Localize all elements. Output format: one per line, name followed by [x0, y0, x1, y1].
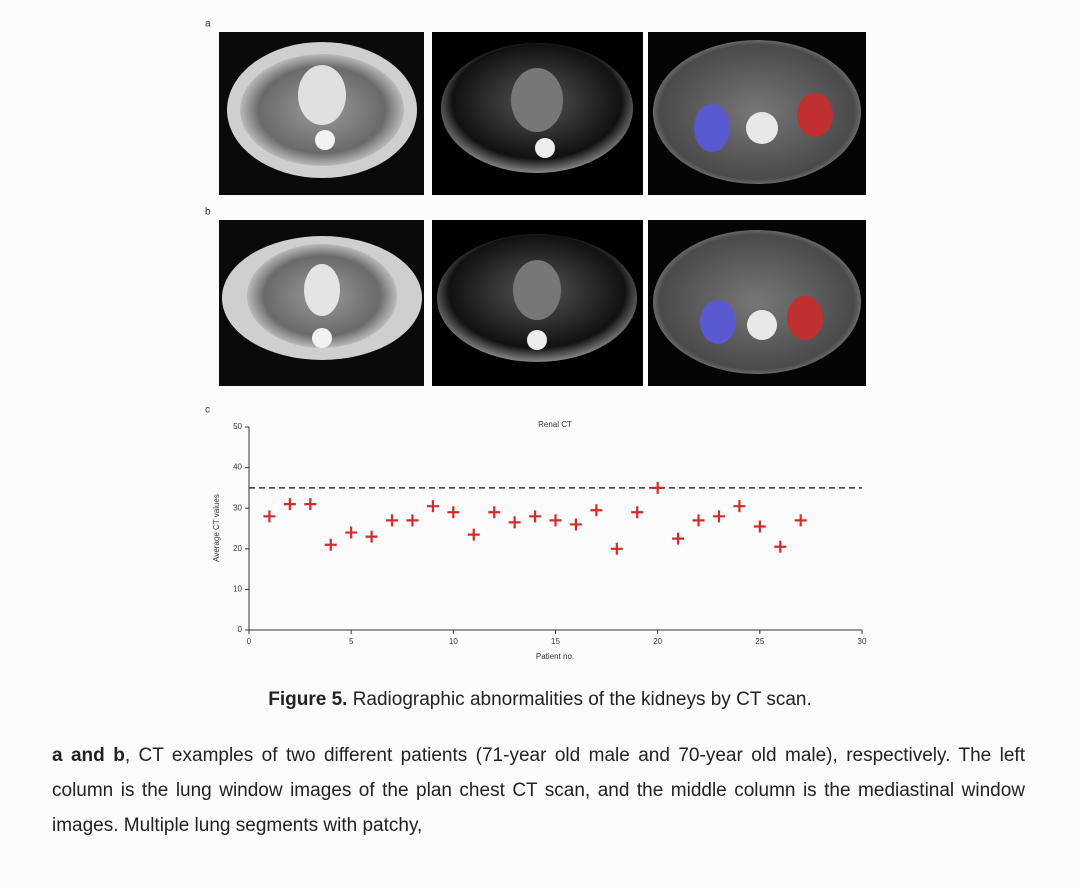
x-tick-label: 10 [449, 637, 458, 646]
marker [692, 514, 705, 527]
marker [365, 530, 378, 543]
marker [712, 510, 725, 523]
x-axis-label: Patient no. [536, 652, 574, 661]
marker [508, 516, 521, 529]
marker [386, 514, 399, 527]
y-tick-label: 30 [233, 503, 242, 512]
panel-label: a [205, 19, 211, 30]
marker [304, 498, 317, 511]
paragraph-lead: a and b [52, 745, 125, 766]
marker [610, 542, 623, 555]
marker [753, 520, 766, 533]
marker [733, 500, 746, 513]
ct-image [219, 220, 424, 386]
marker [794, 514, 807, 527]
marker [651, 481, 664, 494]
panel-label: c [205, 405, 210, 416]
y-axis-label: Average CT values [212, 494, 221, 562]
x-tick-label: 25 [755, 637, 764, 646]
x-tick-label: 0 [247, 637, 252, 646]
marker [426, 500, 439, 513]
y-tick-label: 10 [233, 585, 242, 594]
marker [447, 506, 460, 519]
ct-image [648, 32, 866, 195]
ct-image [432, 32, 643, 195]
x-tick-label: 30 [858, 637, 867, 646]
marker [467, 528, 480, 541]
ct-image [648, 220, 866, 386]
marker [631, 506, 644, 519]
marker [569, 518, 582, 531]
ct-image [219, 32, 424, 195]
marker [590, 504, 603, 517]
x-tick-label: 20 [653, 637, 662, 646]
scatter-chart: Renal CT Patient no. Average CT values 0… [212, 420, 867, 661]
figure-caption: Figure 5. Radiographic abnormalities of … [0, 689, 1080, 711]
marker [774, 540, 787, 553]
y-tick-label: 50 [233, 422, 242, 431]
x-tick-label: 15 [551, 637, 560, 646]
y-tick-label: 0 [238, 625, 243, 634]
ct-image [432, 220, 643, 386]
marker [549, 514, 562, 527]
marker [345, 526, 358, 539]
marker [672, 532, 685, 545]
chart-title: Renal CT [538, 420, 572, 429]
marker [324, 538, 337, 551]
y-tick-label: 40 [233, 463, 242, 472]
caption-text: Radiographic abnormalities of the kidney… [352, 689, 812, 710]
y-tick-label: 20 [233, 544, 242, 553]
figure: a b c R [205, 19, 867, 661]
x-tick-label: 5 [349, 637, 354, 646]
marker [263, 510, 276, 523]
paragraph-text: , CT examples of two different patients … [52, 745, 1025, 836]
paragraph: a and b, CT examples of two different pa… [52, 738, 1025, 843]
panel-label: b [205, 207, 211, 218]
marker [488, 506, 501, 519]
marker [283, 498, 296, 511]
marker [406, 514, 419, 527]
caption-label: Figure 5. [268, 689, 348, 710]
marker [529, 510, 542, 523]
